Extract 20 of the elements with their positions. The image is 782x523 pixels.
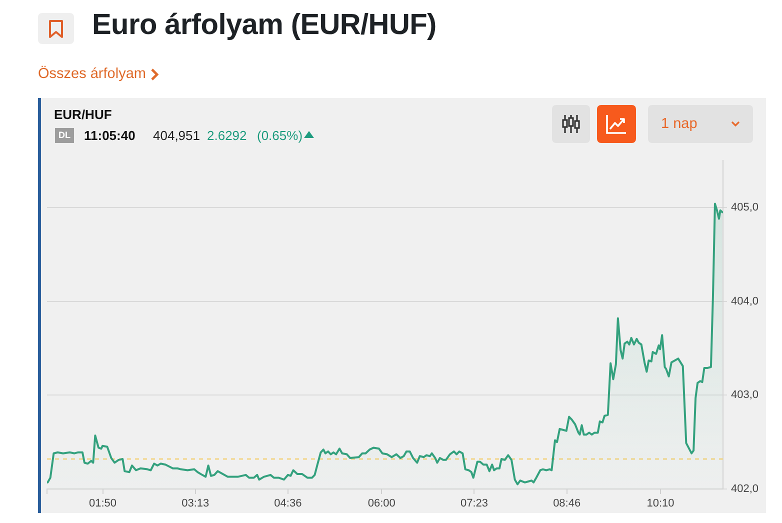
x-tick-label: 04:36: [274, 498, 302, 510]
y-tick-label: 402,0: [731, 483, 759, 496]
y-tick-label: 405,0: [731, 202, 759, 214]
text: Összes árfolyam: [38, 66, 146, 82]
x-tick-label: 01:50: [89, 498, 117, 510]
x-tick-label: 10:10: [646, 498, 674, 510]
y-tick-label: 403,0: [731, 389, 759, 402]
text: 2.6292: [207, 128, 247, 143]
text: (0.65%): [257, 128, 303, 143]
x-tick-label: 06:00: [368, 498, 396, 510]
x-tick-label: 03:13: [182, 498, 210, 510]
y-tick-label: 404,0: [731, 295, 759, 308]
text: 1 nap: [661, 116, 698, 133]
text: 11:05:40: [84, 128, 136, 143]
x-tick-label: 07:23: [460, 498, 488, 510]
x-tick-label: 08:46: [553, 498, 581, 510]
text: DL: [55, 128, 74, 143]
chart-subtitle: EUR/HUF: [54, 107, 112, 122]
text: 404,951: [153, 128, 200, 143]
chart-title: Euro árfolyam (EUR/HUF): [92, 9, 436, 42]
